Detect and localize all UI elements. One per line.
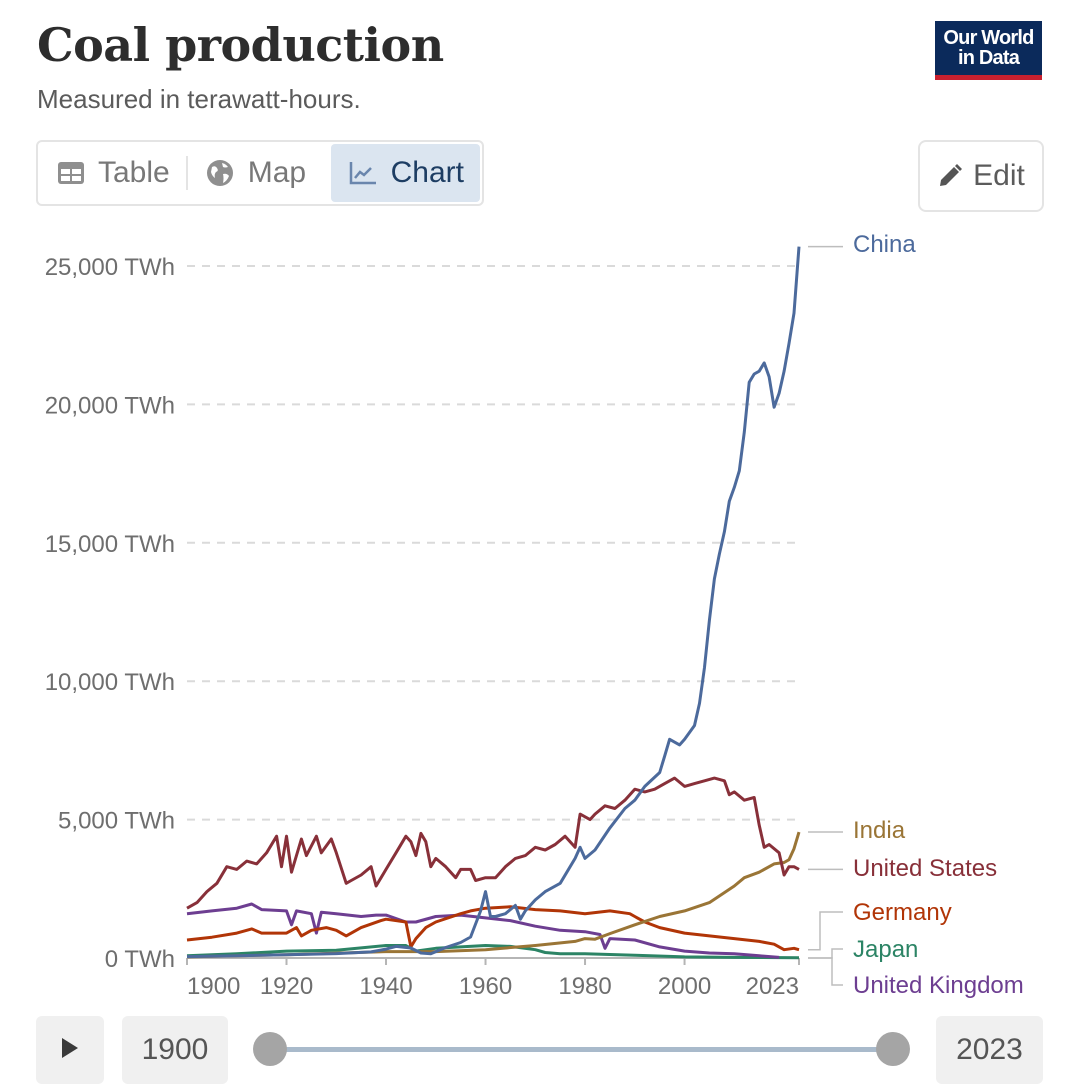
timeline-track[interactable] xyxy=(270,1047,894,1052)
series-label-china[interactable]: China xyxy=(853,231,916,258)
tab-table[interactable]: Table xyxy=(40,144,186,202)
series-line-germany[interactable] xyxy=(186,905,800,952)
series-label-japan[interactable]: Japan xyxy=(853,936,918,963)
tab-chart[interactable]: Chart xyxy=(330,144,480,202)
start-year-box[interactable]: 1900 xyxy=(122,1016,228,1084)
series-line-india[interactable] xyxy=(186,831,801,959)
x-tick-label: 2023 xyxy=(746,973,799,1000)
tab-chart-label: Chart xyxy=(390,156,464,189)
label-connector xyxy=(808,911,843,951)
gridlines xyxy=(187,265,801,821)
logo-line-2: in Data xyxy=(957,47,1020,69)
series-labels: China India United States Germany Japan Unite… xyxy=(808,231,1024,999)
pencil-icon xyxy=(937,163,963,189)
series-label-india[interactable]: India xyxy=(853,817,906,844)
x-tick-label: 1940 xyxy=(359,973,412,1000)
series-lines xyxy=(186,246,801,960)
view-tabs: Table Map Chart xyxy=(36,140,484,206)
play-button[interactable] xyxy=(36,1016,104,1084)
edit-button[interactable]: Edit xyxy=(918,140,1044,212)
logo-line-1: Our World xyxy=(943,27,1034,49)
edit-button-label: Edit xyxy=(973,159,1025,192)
tab-map-label: Map xyxy=(247,156,307,189)
end-year-box[interactable]: 2023 xyxy=(936,1016,1043,1084)
series-line-united-kingdom[interactable] xyxy=(186,902,780,959)
tab-table-label: Table xyxy=(98,156,170,189)
play-icon xyxy=(60,1037,80,1064)
y-tick-label: 25,000 TWh xyxy=(45,254,175,281)
globe-icon xyxy=(206,159,234,187)
y-tick-label: 10,000 TWh xyxy=(45,669,175,696)
x-tick-label: 1900 xyxy=(187,973,240,1000)
y-tick-label: 15,000 TWh xyxy=(45,531,175,558)
y-tick-label: 5,000 TWh xyxy=(58,808,175,835)
chart-subtitle: Measured in terawatt-hours. xyxy=(37,84,361,114)
label-connector xyxy=(808,957,843,986)
series-line-japan[interactable] xyxy=(186,944,800,960)
line-chart: 0 TWh 5,000 TWh 10,000 TWh 15,000 TWh 20,000… xyxy=(45,231,1024,1000)
line-chart-icon xyxy=(349,161,377,185)
x-tick-label: 2000 xyxy=(658,973,711,1000)
series-label-united-kingdom[interactable]: United Kingdom xyxy=(853,972,1024,999)
series-line-china[interactable] xyxy=(186,246,801,959)
series-label-germany[interactable]: Germany xyxy=(853,899,952,926)
owid-logo[interactable]: Our World in Data xyxy=(935,21,1042,80)
table-icon xyxy=(58,162,84,184)
start-year-handle[interactable] xyxy=(253,1032,287,1066)
tab-divider xyxy=(185,156,188,190)
x-axis: 1900 1920 1940 1960 1980 2000 2023 xyxy=(186,957,800,1000)
y-tick-label: 0 TWh xyxy=(105,946,175,973)
end-year-handle[interactable] xyxy=(876,1032,910,1066)
chart-title: Coal production xyxy=(37,18,444,72)
tab-map[interactable]: Map xyxy=(188,144,322,202)
y-axis-ticks: 0 TWh 5,000 TWh 10,000 TWh 15,000 TWh 20,000… xyxy=(45,254,175,973)
x-tick-label: 1920 xyxy=(260,973,313,1000)
y-tick-label: 20,000 TWh xyxy=(45,392,175,419)
x-tick-label: 1980 xyxy=(558,973,611,1000)
x-tick-label: 1960 xyxy=(459,973,512,1000)
series-line-united-states[interactable] xyxy=(186,776,800,910)
series-label-united-states[interactable]: United States xyxy=(853,855,997,882)
